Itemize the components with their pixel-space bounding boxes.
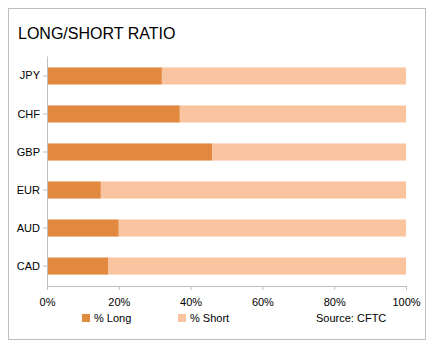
tick-label: CAD <box>17 260 40 272</box>
tick-label: 40% <box>180 296 202 308</box>
bar-segment <box>47 67 162 84</box>
y-tick: CAD <box>17 260 47 272</box>
bar-segment <box>119 219 406 236</box>
tick-label: GBP <box>17 146 40 158</box>
x-tick: 40% <box>180 286 202 308</box>
x-axis: 0% 20% 40% 60% 80% 100% <box>40 286 421 308</box>
bar-segment <box>47 219 119 236</box>
tick-label: 20% <box>108 296 130 308</box>
annotation: Source: CFTC <box>316 312 386 324</box>
x-tick: 100% <box>392 286 420 308</box>
tick-mark <box>406 286 407 290</box>
chart-frame <box>9 9 426 340</box>
bar-segment <box>47 143 212 160</box>
tick-label: JPY <box>20 69 41 81</box>
y-tick: AUD <box>17 222 47 234</box>
chart-container: LONG/SHORT RATIO 0% 20% 40% 60% 80% 100% JPY CHF… <box>0 0 434 345</box>
legend: % Long % Short <box>82 312 229 324</box>
bars <box>47 67 406 274</box>
tick-label: 80% <box>324 296 346 308</box>
bar-segment <box>47 105 180 122</box>
tick-label: 100% <box>392 296 420 308</box>
tick-mark <box>43 151 47 152</box>
title: LONG/SHORT RATIO <box>18 25 175 42</box>
y-tick: GBP <box>17 146 47 158</box>
legend-label: % Short <box>190 312 229 324</box>
tick-label: CHF <box>17 107 40 119</box>
tick-mark <box>262 286 263 290</box>
axis-line <box>48 286 407 287</box>
tick-label: AUD <box>17 222 40 234</box>
tick-mark <box>119 286 120 290</box>
tick-mark <box>43 228 47 229</box>
x-tick: 0% <box>40 286 56 308</box>
bar-segment <box>101 181 406 198</box>
y-tick: EUR <box>17 184 47 196</box>
bar-segment <box>47 257 108 274</box>
tick-mark <box>43 113 47 114</box>
bar-segment <box>212 143 406 160</box>
tick-mark <box>334 286 335 290</box>
tick-mark <box>191 286 192 290</box>
tick-mark <box>43 266 47 267</box>
bar-segment <box>47 181 101 198</box>
legend-label: % Long <box>94 312 131 324</box>
x-tick: 60% <box>252 286 274 308</box>
bar-segment <box>108 257 406 274</box>
axis-line <box>47 57 48 287</box>
tick-mark <box>43 190 47 191</box>
y-tick: JPY <box>20 69 47 81</box>
legend-swatch <box>178 314 186 322</box>
tick-label: 0% <box>40 296 56 308</box>
x-tick: 20% <box>108 286 130 308</box>
tick-label: EUR <box>17 184 40 196</box>
tick-mark <box>47 286 48 290</box>
tick-mark <box>43 75 47 76</box>
tick-label: 60% <box>252 296 274 308</box>
bar-segment <box>162 67 406 84</box>
y-tick: CHF <box>17 107 47 119</box>
bar-segment <box>180 105 406 122</box>
legend-swatch <box>82 314 90 322</box>
chart: LONG/SHORT RATIO 0% 20% 40% 60% 80% 100% JPY CHF… <box>0 0 434 345</box>
x-tick: 80% <box>324 286 346 308</box>
y-axis: JPY CHF GBP EUR AUD CAD <box>17 57 48 287</box>
